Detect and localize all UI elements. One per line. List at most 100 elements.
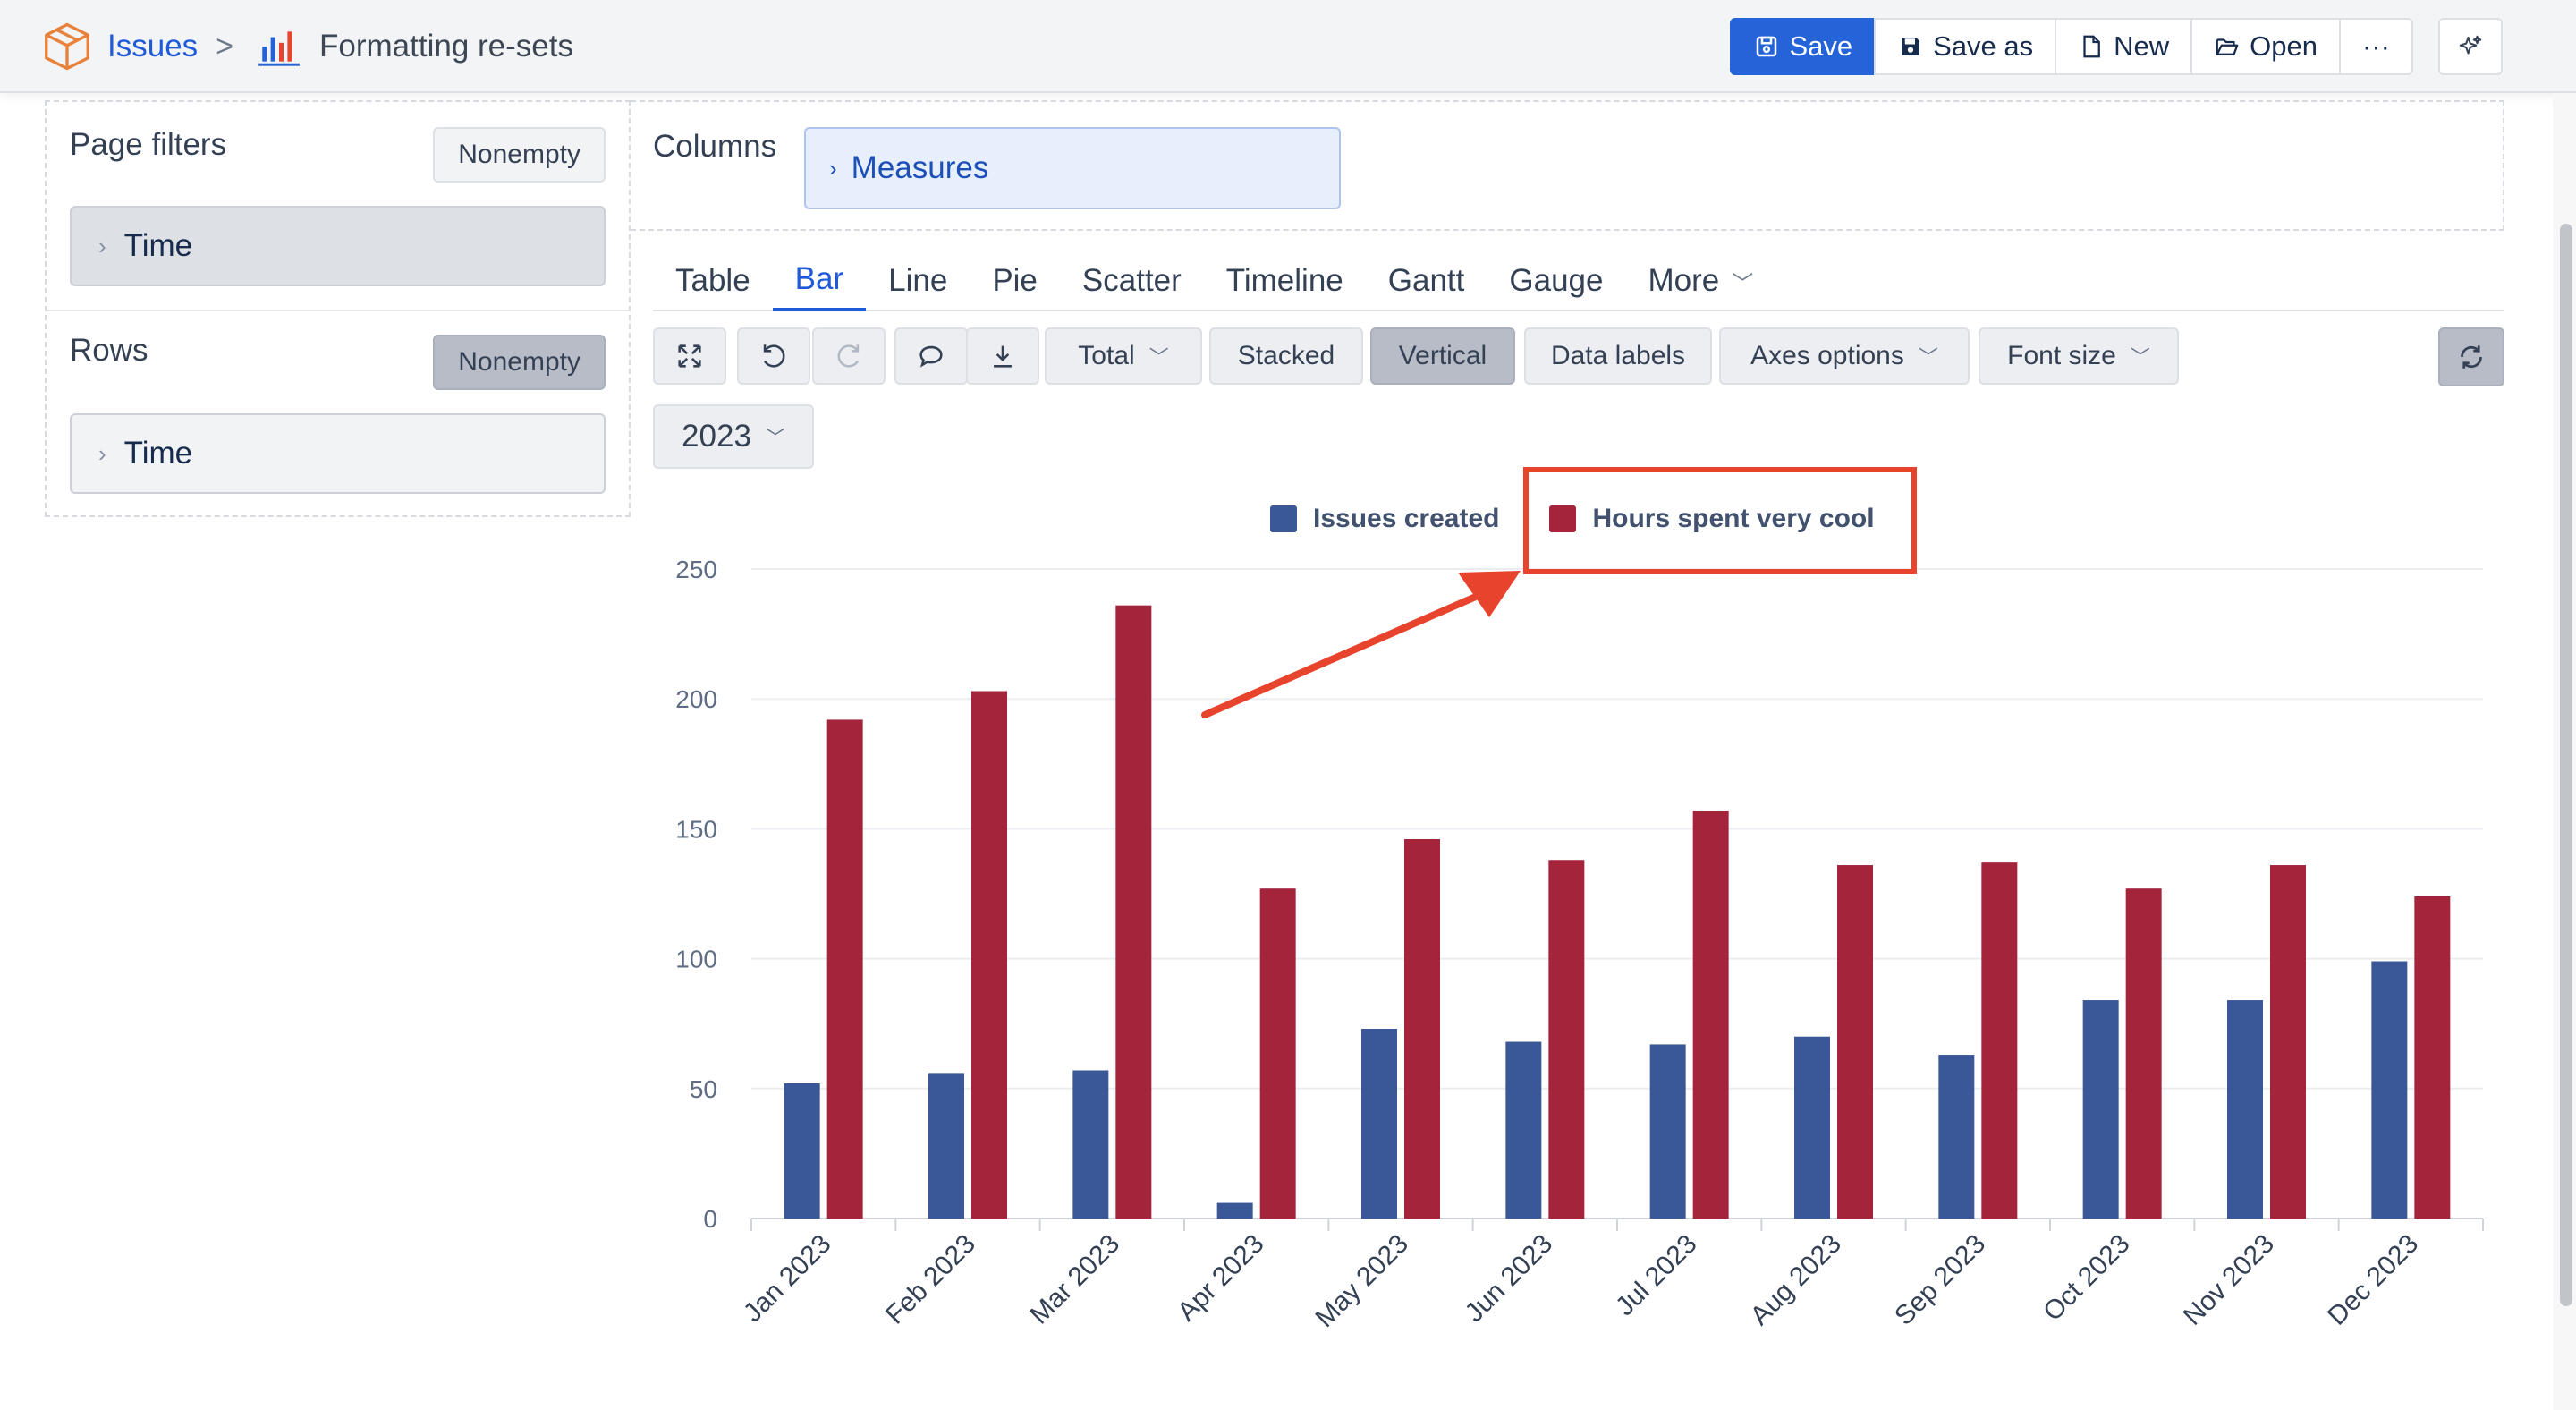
stacked-toggle[interactable]: Stacked: [1209, 327, 1363, 385]
bar-hours-spent: [971, 691, 1007, 1219]
x-tick-label: Dec 2023: [2322, 1229, 2424, 1331]
rows-time-label: Time: [123, 436, 193, 471]
chart-type-tabs: Table Bar Line Pie Scatter Timeline Gant…: [653, 251, 2504, 311]
columns-title: Columns: [653, 129, 777, 164]
bar-issues-created: [2082, 1000, 2119, 1219]
tab-label: More: [1648, 263, 1720, 298]
rows-dimension-time[interactable]: › Time: [70, 413, 606, 494]
bar-hours-spent: [1837, 865, 1873, 1219]
tab-label: Gantt: [1387, 263, 1465, 298]
y-tick-label: 100: [675, 946, 717, 973]
rows-nonempty-toggle[interactable]: Nonempty: [433, 335, 606, 390]
x-tick-label: Jun 2023: [1460, 1229, 1559, 1329]
tab-label: Scatter: [1081, 263, 1182, 298]
y-tick-label: 250: [675, 556, 717, 583]
scrollbar-thumb[interactable]: [2560, 224, 2572, 1306]
comment-button[interactable]: [894, 327, 968, 385]
x-tick-label: Apr 2023: [1172, 1229, 1269, 1327]
tab-scatter[interactable]: Scatter: [1060, 251, 1204, 311]
cube-icon: [45, 22, 89, 71]
file-icon: [2083, 35, 2101, 58]
bar-hours-spent: [826, 719, 863, 1219]
save-label: Save: [1789, 30, 1853, 62]
fullscreen-button[interactable]: [653, 327, 726, 385]
open-label: Open: [2250, 30, 2318, 62]
new-button[interactable]: New: [2055, 18, 2193, 75]
year-selector[interactable]: 2023 ﹀: [653, 404, 814, 469]
open-button[interactable]: Open: [2190, 18, 2342, 75]
legend-item-hours-spent[interactable]: Hours spent very cool: [1549, 504, 1875, 534]
font-size-label: Font size: [2007, 341, 2116, 370]
chart-legend: Issues created Hours spent very cool: [1270, 497, 1925, 540]
refresh-icon: [2461, 345, 2482, 369]
chevron-right-icon: ›: [829, 154, 837, 182]
columns-measures-pill[interactable]: › Measures: [804, 127, 1341, 209]
x-tick-label: Nov 2023: [2178, 1229, 2280, 1331]
bar-hours-spent: [1404, 839, 1440, 1219]
total-label: Total: [1078, 341, 1135, 370]
x-tick-label: Jan 2023: [738, 1229, 837, 1329]
ai-assistant-button[interactable]: [2438, 18, 2503, 75]
annotation-arrow-head: [1458, 571, 1521, 617]
save-as-button[interactable]: Save as: [1874, 18, 2057, 75]
axes-options-dropdown[interactable]: Axes options ﹀: [1719, 327, 1970, 385]
chevron-down-icon: ﹀: [1732, 271, 1754, 296]
report-toolbar: Save Save as New Open ···: [1730, 18, 2503, 75]
page-filter-time-label: Time: [123, 228, 193, 263]
bar-chart-icon: [258, 31, 300, 66]
bar-issues-created: [1072, 1070, 1109, 1219]
bar-hours-spent: [2270, 865, 2306, 1219]
more-actions-button[interactable]: ···: [2339, 18, 2413, 75]
tab-table[interactable]: Table: [653, 251, 773, 311]
measures-label: Measures: [851, 150, 989, 185]
tab-bar[interactable]: Bar: [772, 251, 867, 311]
bar-hours-spent: [1548, 860, 1585, 1219]
redo-button[interactable]: [812, 327, 886, 385]
x-tick-label: Mar 2023: [1024, 1229, 1125, 1330]
export-button[interactable]: [966, 327, 1039, 385]
sparkle-icon: [2459, 35, 2482, 55]
x-tick-label: Sep 2023: [1889, 1229, 1991, 1331]
chevron-down-icon: ﹀: [1918, 346, 1938, 369]
tab-label: Bar: [794, 261, 844, 296]
layout-panel: Page filters Nonempty › Time Rows Nonemp…: [45, 100, 631, 517]
data-labels-toggle[interactable]: Data labels: [1524, 327, 1712, 385]
tab-more[interactable]: More ﹀: [1625, 251, 1775, 311]
annotation-arrow-line: [1201, 592, 1481, 718]
tab-gauge[interactable]: Gauge: [1487, 251, 1625, 311]
bar-issues-created: [784, 1083, 820, 1219]
bar-issues-created: [1505, 1041, 1542, 1219]
font-size-dropdown[interactable]: Font size ﹀: [1979, 327, 2179, 385]
redo-icon: [837, 344, 860, 368]
vertical-scrollbar[interactable]: [2553, 93, 2576, 1410]
tab-gantt[interactable]: Gantt: [1366, 251, 1487, 311]
x-tick-label: Aug 2023: [1745, 1229, 1847, 1331]
vertical-toggle[interactable]: Vertical: [1370, 327, 1515, 385]
undo-button[interactable]: [737, 327, 810, 385]
tab-timeline[interactable]: Timeline: [1204, 251, 1366, 311]
bar-hours-spent: [2414, 896, 2451, 1219]
bar-issues-created: [1361, 1029, 1397, 1219]
rows-title: Rows: [70, 333, 148, 368]
legend-label: Issues created: [1313, 504, 1500, 533]
page-filters-nonempty-toggle[interactable]: Nonempty: [433, 127, 606, 183]
y-tick-label: 0: [703, 1205, 717, 1233]
page-filter-time[interactable]: › Time: [70, 206, 606, 286]
tab-line[interactable]: Line: [866, 251, 970, 311]
total-dropdown[interactable]: Total ﹀: [1045, 327, 1202, 385]
legend-item-issues-created[interactable]: Issues created: [1270, 504, 1499, 534]
x-tick-label: Oct 2023: [2038, 1229, 2135, 1327]
save-button[interactable]: Save: [1730, 18, 1877, 75]
x-tick-label: May 2023: [1309, 1229, 1413, 1333]
tab-pie[interactable]: Pie: [970, 251, 1060, 311]
folder-open-icon: [2216, 38, 2239, 55]
chevron-right-icon: ›: [98, 439, 106, 467]
columns-region: Columns › Measures: [631, 100, 2504, 231]
legend-swatch: [1270, 505, 1297, 532]
bar-hours-spent: [1115, 605, 1152, 1219]
breadcrumb-issues-link[interactable]: Issues: [107, 29, 199, 64]
bar-hours-spent: [1981, 862, 2018, 1219]
refresh-button[interactable]: [2438, 327, 2504, 386]
breadcrumb: Issues > Formatting re-sets: [39, 20, 573, 73]
